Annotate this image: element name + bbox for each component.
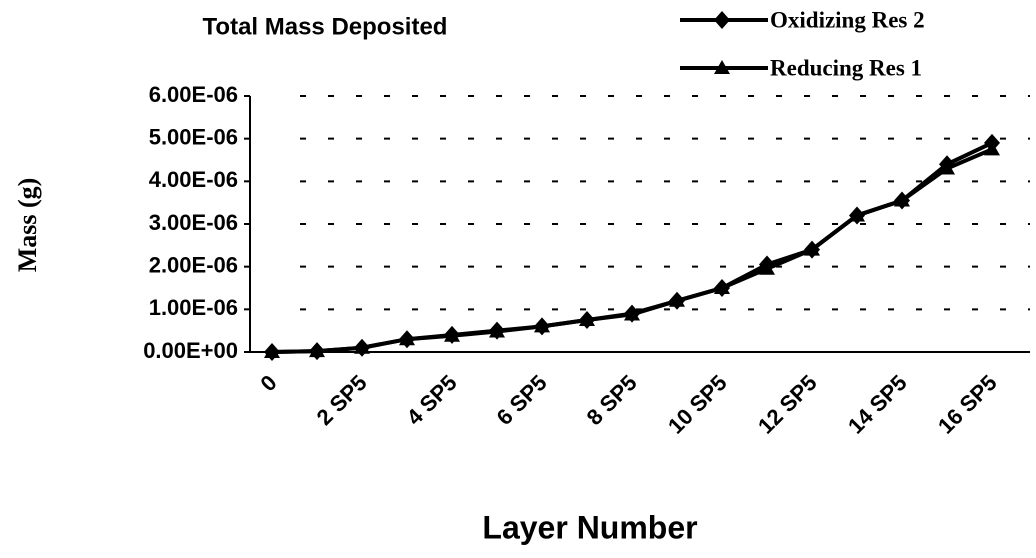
point (804, 241, 820, 256)
point (444, 327, 460, 342)
y-tick-label: 0.00E+00 (143, 338, 238, 363)
legend-label: Reducing Res 1 (770, 55, 922, 80)
x-tick-label: 16 SP5 (933, 370, 1002, 439)
point (354, 339, 370, 354)
y-tick-label: 4.00E-06 (149, 167, 238, 192)
point (849, 207, 865, 222)
point (894, 192, 910, 207)
x-tick-label: 6 SP5 (492, 370, 552, 430)
x-tick-label: 4 SP5 (402, 370, 462, 430)
y-tick-label: 2.00E-06 (149, 252, 238, 277)
point (399, 331, 415, 346)
point (714, 11, 730, 29)
y-tick-label: 5.00E-06 (149, 124, 238, 149)
point (759, 260, 775, 275)
x-tick-label: 14 SP5 (843, 370, 912, 439)
point (624, 306, 640, 321)
x-tick-label: 10 SP5 (663, 370, 732, 439)
y-axis-label: Mass (g) (13, 178, 42, 273)
x-tick-label: 12 SP5 (753, 370, 822, 439)
point (489, 323, 505, 338)
chart-title: Total Mass Deposited (203, 13, 448, 40)
point (714, 60, 730, 74)
y-tick-label: 1.00E-06 (149, 295, 238, 320)
point (579, 312, 595, 326)
point (714, 280, 730, 294)
point (309, 343, 325, 358)
x-tick-label: 0 (255, 370, 281, 396)
x-tick-label: 2 SP5 (312, 370, 372, 430)
point (984, 141, 1000, 156)
point (264, 344, 280, 358)
x-axis-label: Layer Number (482, 509, 697, 545)
legend-label: Oxidizing Res 2 (770, 7, 925, 32)
y-tick-label: 6.00E-06 (149, 82, 238, 107)
y-tick-label: 3.00E-06 (149, 210, 238, 235)
point (534, 318, 550, 333)
point (669, 292, 685, 307)
x-tick-label: 8 SP5 (582, 370, 642, 430)
point (939, 160, 955, 175)
